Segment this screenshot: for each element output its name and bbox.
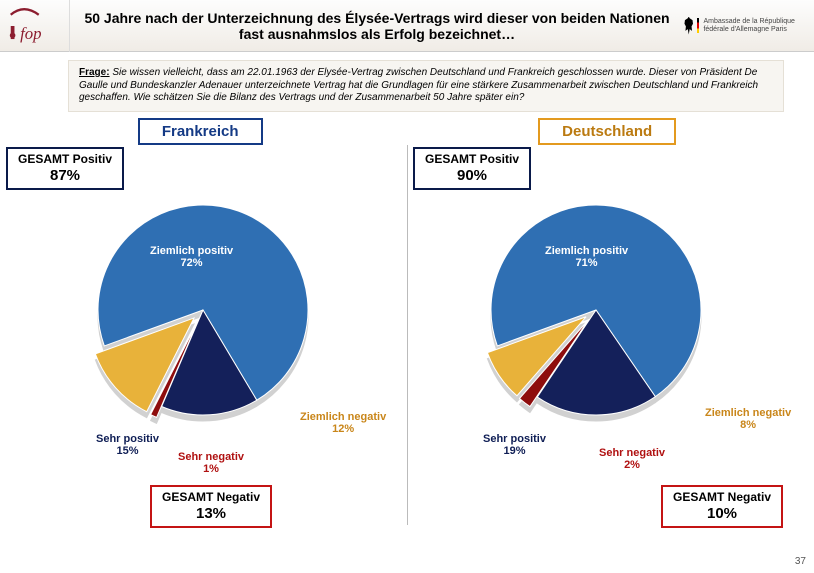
question-lead: Frage: [79, 67, 110, 78]
fr-sp-label: Sehr positiv15% [96, 433, 159, 457]
fr-sn-label: Sehr negativ1% [178, 451, 244, 475]
label-deutschland: Deutschland [538, 118, 676, 145]
fr-negativ-badge: GESAMT Negativ 13% [150, 485, 272, 529]
country-labels: Frankreich Deutschland [0, 118, 814, 145]
de-zp-label: Ziemlich positiv71% [545, 245, 628, 269]
de-sn-label: Sehr negativ2% [599, 447, 665, 471]
question-text: Sie wissen vielleicht, dass am 22.01.196… [79, 67, 758, 103]
panel-deutschland: GESAMT Positiv 90% Ziemlich positiv71% S… [407, 145, 814, 525]
fr-zn-label: Ziemlich negativ12% [300, 411, 386, 435]
charts-area: GESAMT Positiv 87% Ziemlich positiv72% S… [0, 145, 814, 525]
de-positiv-badge: GESAMT Positiv 90% [413, 147, 531, 191]
eagle-icon [684, 17, 693, 35]
label-frankreich: Frankreich [138, 118, 263, 145]
fr-pie [88, 195, 318, 430]
de-sp-label: Sehr positiv19% [483, 433, 546, 457]
embassy-text: Ambassade de la République fédérale d'Al… [697, 18, 808, 33]
embassy-logo: Ambassade de la République fédérale d'Al… [684, 17, 814, 35]
ifop-logo: fop [0, 0, 70, 52]
header: fop 50 Jahre nach der Unterzeichnung des… [0, 0, 814, 52]
de-pie [481, 195, 711, 430]
fr-positiv-badge: GESAMT Positiv 87% [6, 147, 124, 191]
question-box: Frage: Sie wissen vielleicht, dass am 22… [68, 60, 784, 112]
page-number: 37 [795, 556, 806, 567]
de-negativ-badge: GESAMT Negativ 10% [661, 485, 783, 529]
de-zn-label: Ziemlich negativ8% [705, 407, 791, 431]
svg-text:fop: fop [20, 24, 41, 43]
fr-zp-label: Ziemlich positiv72% [150, 245, 233, 269]
page-title: 50 Jahre nach der Unterzeichnung des Ély… [70, 6, 684, 46]
panel-frankreich: GESAMT Positiv 87% Ziemlich positiv72% S… [0, 145, 407, 525]
